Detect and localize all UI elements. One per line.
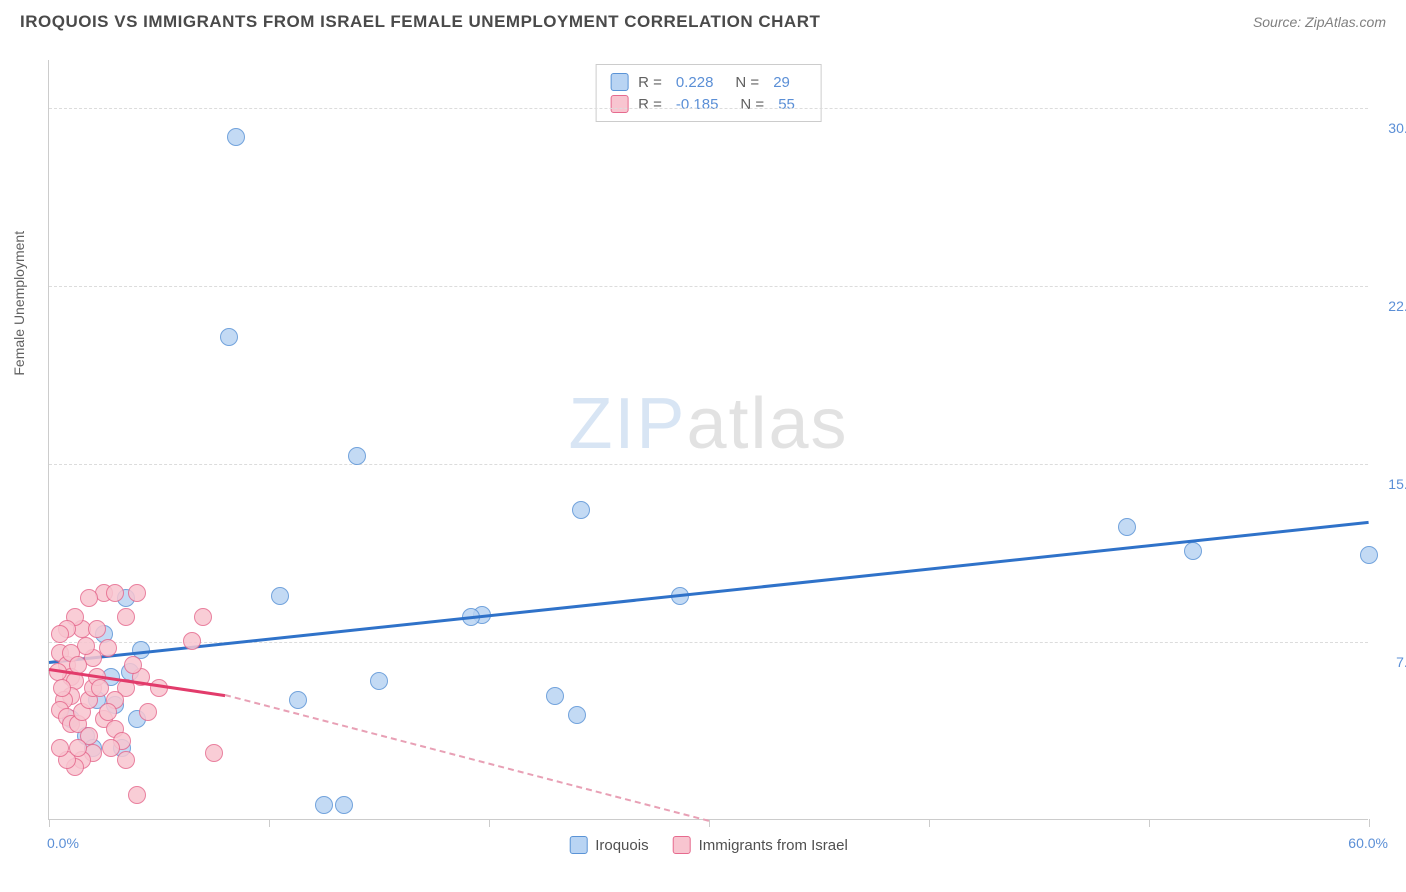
data-point bbox=[1184, 542, 1202, 560]
gridline bbox=[49, 464, 1368, 465]
y-tick-label: 30.0% bbox=[1373, 120, 1406, 136]
legend-label: Iroquois bbox=[595, 837, 648, 854]
x-min-label: 0.0% bbox=[47, 835, 79, 851]
data-point bbox=[128, 786, 146, 804]
data-point bbox=[99, 703, 117, 721]
y-tick-label: 22.5% bbox=[1373, 298, 1406, 314]
data-point bbox=[117, 751, 135, 769]
legend-item: Immigrants from Israel bbox=[673, 836, 848, 854]
data-point bbox=[183, 632, 201, 650]
n-value: 29 bbox=[773, 74, 790, 91]
x-tick bbox=[489, 819, 490, 827]
data-point bbox=[271, 587, 289, 605]
legend-swatch bbox=[569, 836, 587, 854]
gridline bbox=[49, 108, 1368, 109]
r-value: -0.185 bbox=[676, 96, 719, 113]
data-point bbox=[1118, 518, 1136, 536]
data-point bbox=[77, 637, 95, 655]
data-point bbox=[568, 706, 586, 724]
gridline bbox=[49, 286, 1368, 287]
y-axis-title: Female Unemployment bbox=[11, 230, 27, 375]
legend-item: Iroquois bbox=[569, 836, 648, 854]
legend-swatch bbox=[673, 836, 691, 854]
x-tick bbox=[49, 819, 50, 827]
legend-bottom: Iroquois Immigrants from Israel bbox=[569, 836, 848, 854]
plot-area: Female Unemployment ZIPatlas R =0.228N =… bbox=[48, 60, 1368, 820]
x-tick bbox=[929, 819, 930, 827]
data-point bbox=[91, 679, 109, 697]
data-point bbox=[117, 608, 135, 626]
data-point bbox=[99, 639, 117, 657]
legend-swatch bbox=[610, 95, 628, 113]
n-label: N = bbox=[740, 96, 764, 113]
watermark-zip: ZIP bbox=[568, 384, 686, 464]
watermark-atlas: atlas bbox=[686, 384, 848, 464]
data-point bbox=[194, 608, 212, 626]
data-point bbox=[572, 501, 590, 519]
data-point bbox=[289, 691, 307, 709]
data-point bbox=[139, 703, 157, 721]
data-point bbox=[546, 687, 564, 705]
legend-label: Immigrants from Israel bbox=[699, 837, 848, 854]
data-point bbox=[102, 739, 120, 757]
x-max-label: 60.0% bbox=[1348, 835, 1388, 851]
data-point bbox=[370, 672, 388, 690]
data-point bbox=[220, 328, 238, 346]
data-point bbox=[69, 739, 87, 757]
data-point bbox=[80, 589, 98, 607]
source-label: Source: ZipAtlas.com bbox=[1253, 14, 1386, 30]
r-label: R = bbox=[638, 74, 662, 91]
x-tick bbox=[269, 819, 270, 827]
chart-title: IROQUOIS VS IMMIGRANTS FROM ISRAEL FEMAL… bbox=[20, 12, 820, 32]
data-point bbox=[205, 744, 223, 762]
y-tick-label: 7.5% bbox=[1373, 654, 1406, 670]
data-point bbox=[51, 625, 69, 643]
data-point bbox=[1360, 546, 1378, 564]
x-tick bbox=[1369, 819, 1370, 827]
r-label: R = bbox=[638, 96, 662, 113]
regression-dash bbox=[225, 694, 709, 822]
watermark: ZIPatlas bbox=[568, 383, 848, 465]
data-point bbox=[128, 584, 146, 602]
header: IROQUOIS VS IMMIGRANTS FROM ISRAEL FEMAL… bbox=[0, 0, 1406, 40]
data-point bbox=[315, 796, 333, 814]
legend-swatch bbox=[610, 73, 628, 91]
data-point bbox=[335, 796, 353, 814]
data-point bbox=[106, 584, 124, 602]
r-value: 0.228 bbox=[676, 74, 714, 91]
n-label: N = bbox=[735, 74, 759, 91]
legend-stat-row: R = 0.228 N = 29 bbox=[610, 71, 807, 93]
legend-stat-row: R = -0.185 N = 55 bbox=[610, 93, 807, 115]
data-point bbox=[51, 739, 69, 757]
data-point bbox=[348, 447, 366, 465]
data-point bbox=[124, 656, 142, 674]
data-point bbox=[227, 128, 245, 146]
y-tick-label: 15.0% bbox=[1373, 476, 1406, 492]
chart-container: IROQUOIS VS IMMIGRANTS FROM ISRAEL FEMAL… bbox=[0, 0, 1406, 892]
x-tick bbox=[1149, 819, 1150, 827]
n-value: 55 bbox=[778, 96, 795, 113]
legend-stats-box: R = 0.228 N = 29 R = -0.185 N = 55 bbox=[595, 64, 822, 122]
data-point bbox=[88, 620, 106, 638]
data-point bbox=[53, 679, 71, 697]
